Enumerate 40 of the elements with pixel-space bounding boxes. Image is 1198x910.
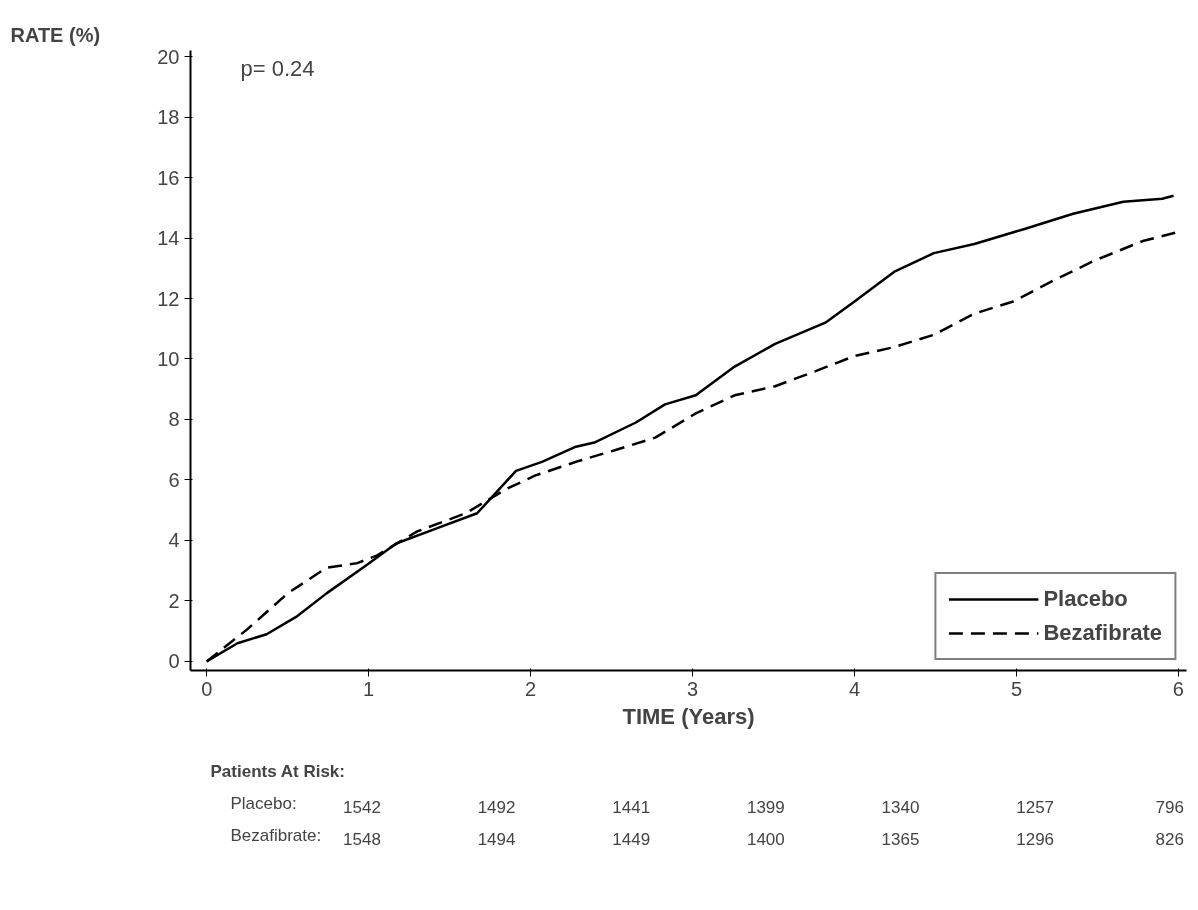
x-tick-label: 2	[525, 677, 537, 700]
text: Placebo:	[230, 793, 297, 813]
y-tick-label: 16	[157, 166, 180, 189]
x-tick-label: 5	[1010, 677, 1023, 700]
y-tick-label: 8	[168, 408, 180, 431]
legend-label: Bezafibrate	[1043, 620, 1162, 646]
y-tick-label: 18	[157, 106, 180, 129]
annotation: p= 0.24	[240, 55, 315, 81]
y-tick-label: 12	[157, 287, 180, 310]
y-tick-label: 20	[157, 45, 180, 68]
y-tick-label: 10	[157, 347, 180, 370]
y-tick-label: 14	[157, 227, 180, 250]
text: 1542	[343, 797, 381, 817]
text: 1400	[746, 829, 785, 849]
text: 826	[1155, 829, 1184, 849]
x-tick-label: 0	[201, 677, 213, 700]
y-tick-label: 4	[168, 529, 180, 552]
legend-label: Placebo	[1043, 586, 1128, 612]
text: 1492	[477, 797, 516, 817]
text: 796	[1155, 797, 1184, 817]
x-tick-label: 1	[363, 677, 375, 700]
text: 1257	[1016, 797, 1055, 817]
text: 1365	[881, 829, 920, 849]
text: 1340	[881, 797, 920, 817]
text: 1548	[343, 829, 381, 849]
text: 1399	[746, 797, 785, 817]
text: Patients At Risk:	[210, 761, 345, 781]
text: 1449	[612, 829, 651, 849]
x-tick-label: 6	[1172, 677, 1184, 700]
x-tick-label: 4	[848, 677, 861, 700]
text: 1494	[477, 829, 516, 849]
y-tick-label: 6	[168, 468, 180, 491]
x-axis-title: TIME (Years)	[622, 703, 755, 729]
text: Bezafibrate:	[230, 825, 322, 845]
y-axis-title: RATE (%)	[10, 23, 101, 46]
x-tick-label: 3	[686, 677, 699, 700]
text: 1296	[1016, 829, 1055, 849]
text: 1441	[612, 797, 651, 817]
y-tick-label: 0	[168, 650, 180, 673]
y-tick-label: 2	[168, 589, 180, 612]
